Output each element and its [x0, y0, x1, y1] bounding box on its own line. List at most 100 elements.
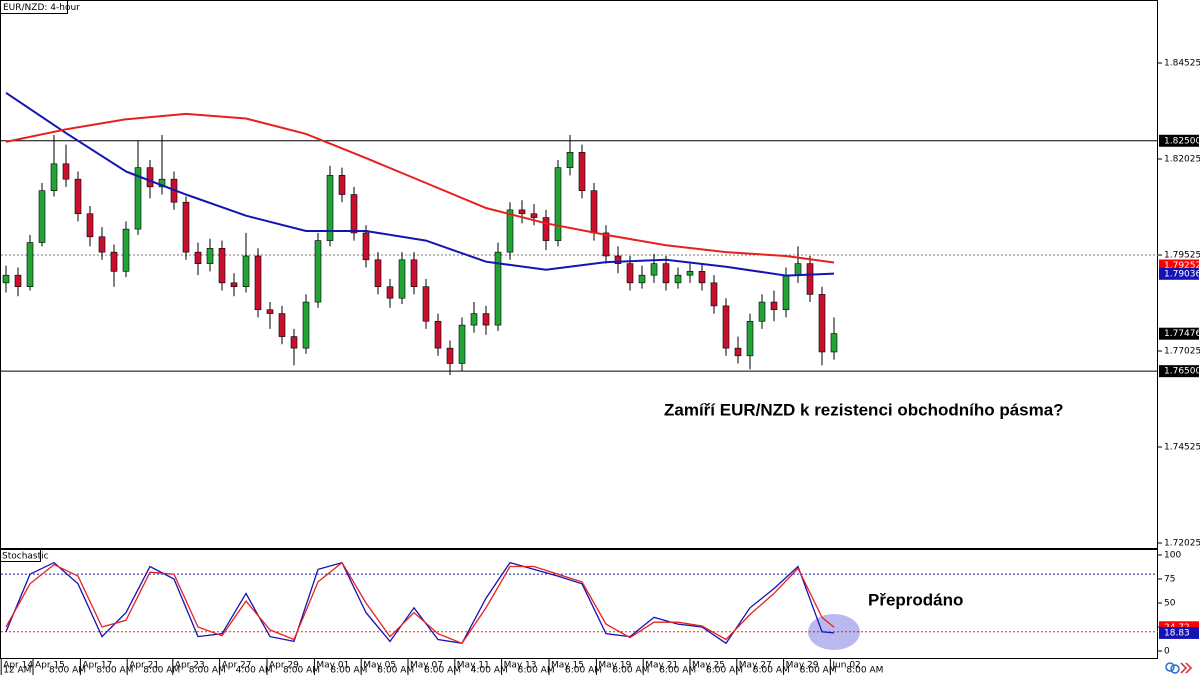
- candle-body: [806, 263, 814, 295]
- candle-body: [554, 167, 562, 241]
- candle-body: [26, 242, 34, 287]
- price-label: 1.79252: [1164, 261, 1200, 271]
- x-tick-label: May 25: [692, 661, 725, 671]
- x-tick-time: 4:00 AM: [471, 666, 508, 675]
- candle-body: [422, 286, 430, 322]
- x-tick-time: 8:00 AM: [377, 666, 414, 675]
- candle-body: [518, 209, 526, 215]
- x-tick-label: May 29: [786, 661, 819, 671]
- x-tick-label: Jun 02: [831, 661, 860, 671]
- candle-body: [614, 255, 622, 264]
- main-frame: [0, 0, 1158, 549]
- candle-body: [254, 255, 262, 311]
- x-tick-label: Apr 29: [269, 661, 299, 671]
- candle-body: [158, 178, 166, 188]
- icon[interactable]: [1180, 662, 1193, 674]
- candle-body: [74, 178, 82, 215]
- x-tick-time: 8:00 AM: [143, 666, 180, 675]
- candle-body: [470, 313, 478, 326]
- annotation: Přeprodáno: [868, 590, 963, 609]
- y-tick-label: 50: [1164, 598, 1176, 608]
- series-line: [5, 91, 835, 277]
- x-tick-time: 4:00 AM: [236, 666, 273, 675]
- level-label-box: [1159, 134, 1199, 147]
- candle-body: [458, 324, 466, 364]
- candle-body: [698, 271, 706, 284]
- candle-body: [98, 236, 106, 253]
- x-tick-time: 8:00 AM: [753, 666, 790, 675]
- chart-title: EUR/NZD: 4-hour: [3, 3, 80, 13]
- price-label-box: [1159, 327, 1199, 340]
- price-label-box: [1159, 267, 1199, 280]
- candle-body: [782, 274, 790, 311]
- candle-body: [62, 163, 70, 180]
- x-tick-label: May 15: [551, 661, 584, 671]
- y-tick-label: 1.77025: [1164, 347, 1200, 357]
- candle-body: [650, 263, 658, 276]
- candle-body: [494, 251, 502, 326]
- price-label: 1.79036: [1164, 269, 1200, 279]
- x-tick-time: 12 AM: [3, 666, 31, 675]
- candle-body: [530, 213, 538, 218]
- x-tick-label: Apr 23: [175, 661, 205, 671]
- candle-body: [542, 217, 550, 241]
- candle-body: [722, 305, 730, 349]
- x-tick-time: 8:00 AM: [189, 666, 226, 675]
- x-tick-time: 8:00 AM: [706, 666, 743, 675]
- x-tick-time: 8:00 AM: [612, 666, 649, 675]
- candle-body: [386, 286, 394, 299]
- candle-body: [506, 209, 514, 253]
- icon[interactable]: [1170, 664, 1180, 674]
- candle-body: [314, 240, 322, 303]
- x-tick-label: May 11: [457, 661, 490, 671]
- candle-body: [14, 274, 22, 287]
- x-tick-label: Apr 14: [3, 661, 33, 671]
- candle-body: [662, 263, 670, 284]
- candle-body: [2, 274, 10, 284]
- candle-body: [590, 190, 598, 234]
- candle-body: [110, 251, 118, 272]
- x-tick-time: 8:00 AM: [330, 666, 367, 675]
- y-tick-label: 75: [1164, 574, 1175, 584]
- x-tick-time: 8:00 AM: [96, 666, 133, 675]
- x-tick-label: Apr 21: [129, 661, 159, 671]
- x-tick-label: May 01: [316, 661, 349, 671]
- y-tick-label: 1.79525: [1164, 251, 1200, 261]
- candle-body: [278, 313, 286, 337]
- candle-body: [794, 263, 802, 276]
- y-tick-label: 1.74525: [1164, 443, 1200, 453]
- x-tick-time: 8:00 AM: [565, 666, 602, 675]
- candle-body: [818, 294, 826, 353]
- stoch-frame: [0, 549, 1158, 659]
- candle-body: [134, 167, 142, 230]
- x-tick-label: Apr 27: [222, 661, 252, 671]
- candle-body: [710, 282, 718, 307]
- x-tick-time: 8:00 AM: [518, 666, 555, 675]
- y-tick-label: 1.82025: [1164, 155, 1200, 165]
- annotation: Zamíří EUR/NZD k rezistenci obchodního p…: [664, 400, 1064, 419]
- candle-body: [302, 301, 310, 349]
- candle-body: [626, 263, 634, 284]
- x-tick-time: 8:00 AM: [424, 666, 461, 675]
- x-tick-label: May 07: [410, 661, 443, 671]
- candle-body: [86, 213, 94, 238]
- candle-body: [326, 175, 334, 241]
- toolbar-icons[interactable]: [1165, 662, 1193, 674]
- price-label-box: [1159, 626, 1199, 639]
- y-tick-label: 100: [1164, 550, 1181, 560]
- candle-body: [578, 151, 586, 191]
- x-tick-label: Apr 17: [82, 661, 112, 671]
- x-tick-time: 8:00 AM: [49, 666, 86, 675]
- series-line: [5, 112, 835, 264]
- candle-body: [602, 232, 610, 257]
- candle-body: [266, 309, 274, 314]
- icon[interactable]: [1165, 662, 1175, 672]
- title-box: [0, 0, 68, 14]
- candle-body: [686, 271, 694, 276]
- price-label: 1.77476: [1164, 329, 1200, 339]
- x-tick-label: May 05: [363, 661, 396, 671]
- candle-body: [230, 282, 238, 287]
- candle-body: [674, 274, 682, 284]
